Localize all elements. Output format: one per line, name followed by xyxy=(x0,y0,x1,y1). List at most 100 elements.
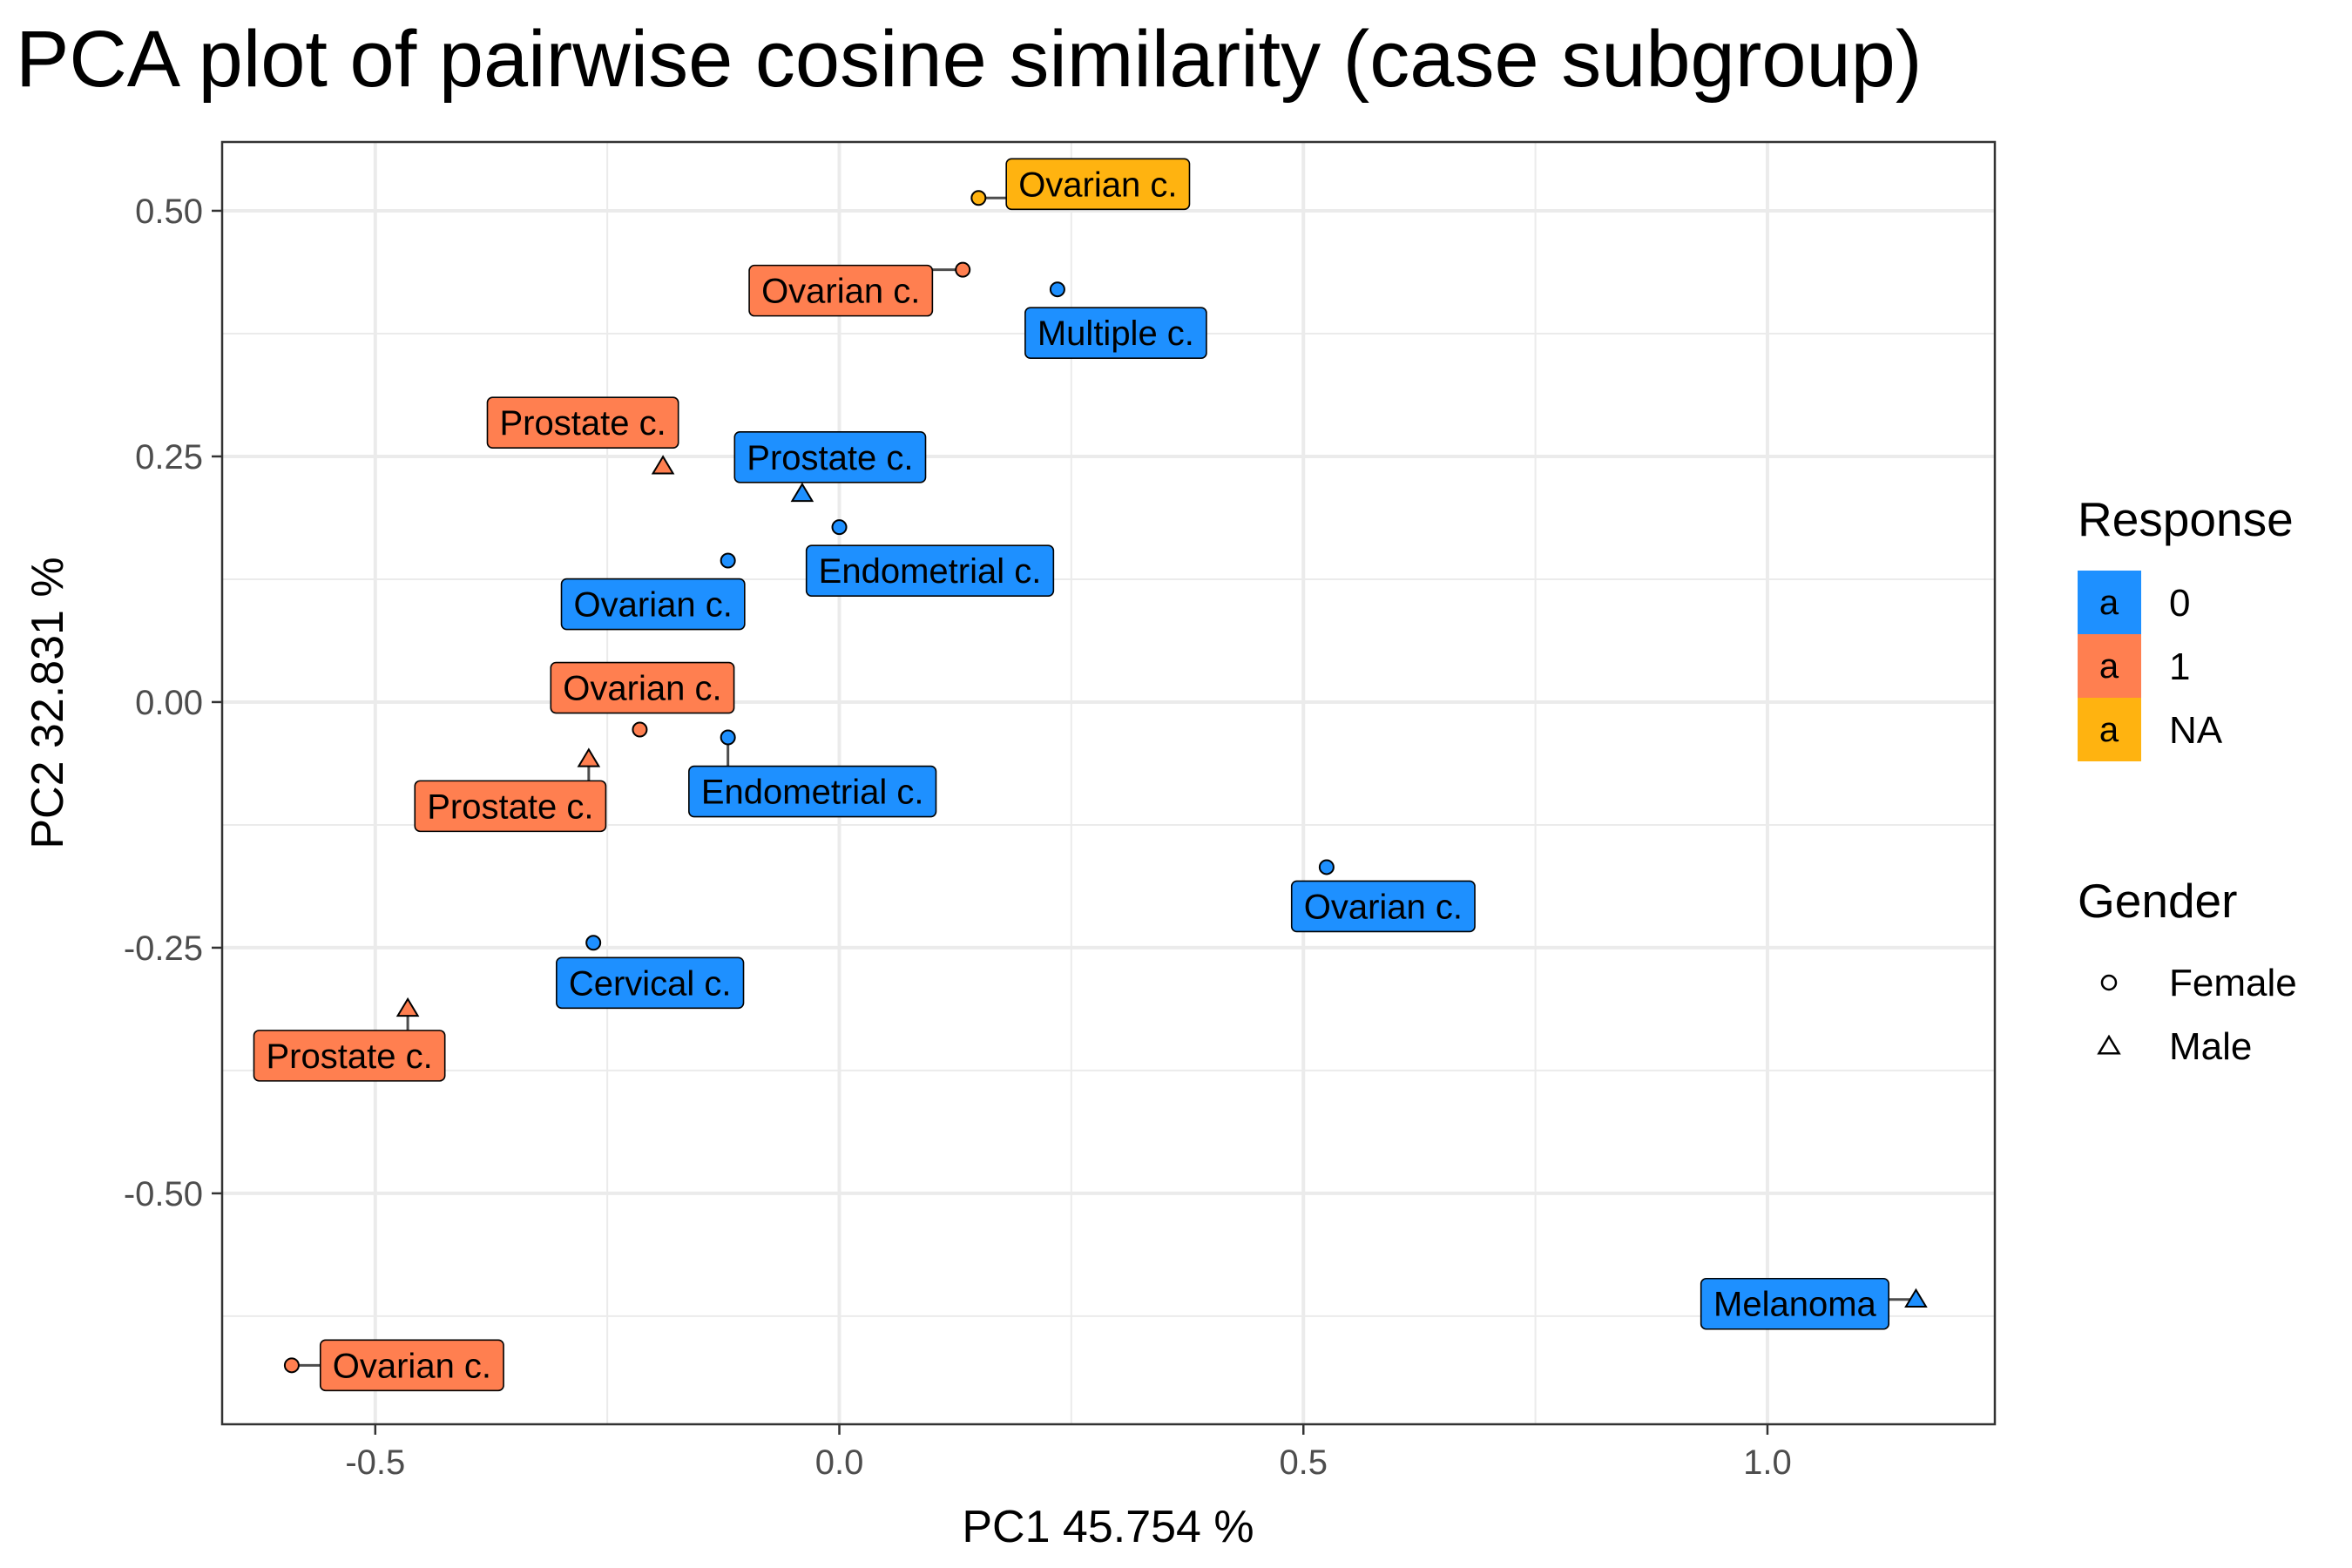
point-label-text: Endometrial c. xyxy=(819,552,1042,591)
data-point-circle xyxy=(720,729,736,746)
point-labels: Ovarian c. Ovarian c. Multiple c. Prostate … xyxy=(253,158,1889,1392)
point-label-text: Ovarian c. xyxy=(563,670,721,708)
x-axis-title: PC1 45.754 % xyxy=(962,1502,1254,1552)
point-label-text: Prostate c. xyxy=(266,1037,432,1076)
point-label-text: Prostate c. xyxy=(427,787,593,826)
point-label-box xyxy=(688,765,937,818)
data-point-circle xyxy=(632,721,648,738)
point-label-box xyxy=(414,780,607,833)
y-tick-label: -0.25 xyxy=(124,929,203,968)
legend-item-gender: Female xyxy=(2100,962,2297,1004)
data-point-circle xyxy=(955,261,971,278)
point-label: Prostate c. xyxy=(486,396,679,449)
point-label-text: Endometrial c. xyxy=(701,774,924,812)
point-label: Cervical c. xyxy=(556,956,745,1010)
panel-border xyxy=(220,140,1997,1426)
point-label: Ovarian c. xyxy=(748,264,934,317)
point-label-text: Ovarian c. xyxy=(1304,888,1463,926)
data-point-circle xyxy=(1049,281,1065,298)
point-label-text: Prostate c. xyxy=(747,439,913,477)
legend-item-label: 1 xyxy=(2169,645,2190,688)
y-axis-title: PC2 32.831 % xyxy=(23,557,73,848)
plot-border xyxy=(220,140,1997,1426)
point-label: Prostate c. xyxy=(733,431,927,483)
data-point-circle xyxy=(831,519,848,536)
x-tick-label: 0.5 xyxy=(1279,1443,1328,1482)
legend-item-gender: Male xyxy=(2097,1025,2252,1068)
legend-key-glyph: a xyxy=(2099,584,2119,622)
legend-item-label: Male xyxy=(2169,1025,2252,1068)
point-label: Endometrial c. xyxy=(688,765,937,818)
point-label-box xyxy=(1290,880,1476,933)
point-label-text: Cervical c. xyxy=(569,964,732,1003)
x-axis: -0.5 0.0 0.5 1.0 xyxy=(345,1424,1792,1482)
data-point-triangle xyxy=(395,997,420,1017)
legend-title-gender: Gender xyxy=(2078,874,2237,928)
y-tick-label: -0.50 xyxy=(124,1175,203,1213)
point-label: Ovarian c. xyxy=(1005,158,1191,211)
point-label-box xyxy=(319,1339,504,1392)
legend-item-response: a NA xyxy=(2078,698,2223,761)
point-label: Ovarian c. xyxy=(560,578,746,631)
point-label-box xyxy=(805,544,1055,597)
data-point-circle xyxy=(1318,859,1335,875)
data-point-triangle xyxy=(651,455,675,475)
point-label-text: Ovarian c. xyxy=(333,1347,491,1385)
point-label-box xyxy=(560,578,746,631)
y-tick-label: 0.25 xyxy=(135,438,203,476)
point-label-box xyxy=(550,661,735,714)
point-label: Ovarian c. xyxy=(1290,880,1476,933)
x-tick-label: 1.0 xyxy=(1743,1443,1792,1482)
data-point-circle xyxy=(970,190,987,206)
point-label-text: Ovarian c. xyxy=(761,273,920,311)
point-label-box xyxy=(1024,307,1207,359)
legend-title-response: Response xyxy=(2078,492,2294,546)
chart-title: PCA plot of pairwise cosine similarity (… xyxy=(16,15,1923,104)
legend-key-swatch xyxy=(2078,571,2141,634)
y-axis: 0.50 0.25 0.00 -0.25 -0.50 xyxy=(124,193,222,1213)
point-label-text: Ovarian c. xyxy=(574,586,733,625)
point-label-box xyxy=(733,431,927,483)
point-label-box xyxy=(748,264,934,317)
point-label: Endometrial c. xyxy=(805,544,1055,597)
x-tick-label: 0.0 xyxy=(815,1443,864,1482)
data-point-circle xyxy=(720,552,736,569)
point-label: Ovarian c. xyxy=(319,1339,504,1392)
point-label-box xyxy=(1005,158,1191,211)
legend-key-glyph: a xyxy=(2099,711,2119,749)
point-label: Multiple c. xyxy=(1024,307,1207,359)
point-label: Prostate c. xyxy=(253,1030,446,1082)
legend-key-triangle xyxy=(2097,1034,2121,1055)
legend-item-label: NA xyxy=(2169,709,2223,752)
data-points xyxy=(283,190,1928,1374)
x-tick-label: -0.5 xyxy=(345,1443,405,1482)
legend-item-label: Female xyxy=(2169,962,2297,1004)
legend-key-circle xyxy=(2100,974,2118,991)
legend-key-glyph: a xyxy=(2099,647,2119,686)
point-label: Ovarian c. xyxy=(550,661,735,714)
point-label: Prostate c. xyxy=(414,780,607,833)
point-label-box xyxy=(556,956,745,1010)
data-point-triangle xyxy=(577,747,601,767)
y-tick-label: 0.00 xyxy=(135,684,203,722)
data-point-circle xyxy=(283,1357,300,1374)
legend-item-label: 0 xyxy=(2169,582,2190,625)
point-label-box xyxy=(253,1030,446,1082)
data-point-triangle xyxy=(1904,1288,1928,1308)
point-label-box xyxy=(486,396,679,449)
point-label-box xyxy=(1700,1277,1889,1330)
point-label-text: Melanoma xyxy=(1713,1286,1877,1324)
point-label: Melanoma xyxy=(1700,1277,1889,1330)
data-point-circle xyxy=(585,935,602,951)
legend-key-swatch xyxy=(2078,698,2141,761)
point-label-text: Multiple c. xyxy=(1037,314,1194,353)
y-tick-label: 0.50 xyxy=(135,193,203,231)
legend-key-swatch xyxy=(2078,634,2141,698)
point-label-text: Prostate c. xyxy=(499,404,666,443)
data-point-triangle xyxy=(790,482,814,503)
point-label-text: Ovarian c. xyxy=(1018,166,1177,204)
